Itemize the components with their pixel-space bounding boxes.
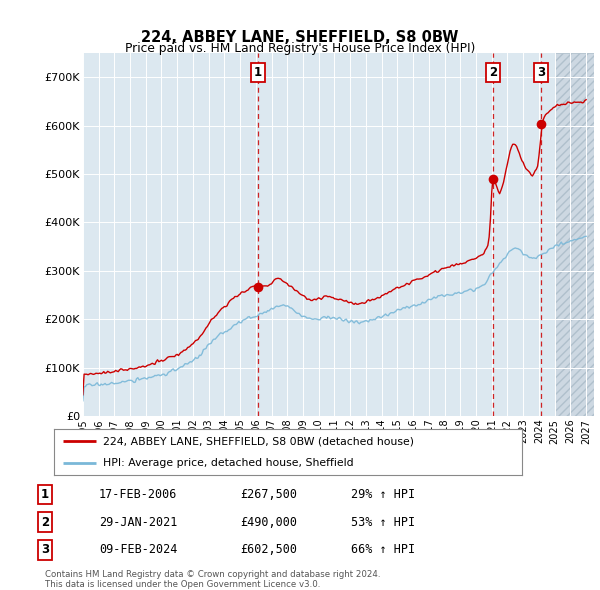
Bar [554,53,594,416]
Text: 2: 2 [489,66,497,79]
Text: 09-FEB-2024: 09-FEB-2024 [99,543,178,556]
Text: This data is licensed under the Open Government Licence v3.0.: This data is licensed under the Open Gov… [45,579,320,589]
Text: 66% ↑ HPI: 66% ↑ HPI [351,543,415,556]
Text: Price paid vs. HM Land Registry's House Price Index (HPI): Price paid vs. HM Land Registry's House … [125,42,475,55]
Text: 224, ABBEY LANE, SHEFFIELD, S8 0BW: 224, ABBEY LANE, SHEFFIELD, S8 0BW [142,30,458,45]
Text: 3: 3 [537,66,545,79]
Text: £490,000: £490,000 [240,516,297,529]
Text: 224, ABBEY LANE, SHEFFIELD, S8 0BW (detached house): 224, ABBEY LANE, SHEFFIELD, S8 0BW (deta… [103,437,414,447]
Text: 2: 2 [41,516,49,529]
Text: Contains HM Land Registry data © Crown copyright and database right 2024.: Contains HM Land Registry data © Crown c… [45,570,380,579]
Text: 29% ↑ HPI: 29% ↑ HPI [351,488,415,501]
Text: £602,500: £602,500 [240,543,297,556]
Bar [554,53,594,416]
Text: £267,500: £267,500 [240,488,297,501]
Text: 3: 3 [41,543,49,556]
Text: 17-FEB-2006: 17-FEB-2006 [99,488,178,501]
Text: 29-JAN-2021: 29-JAN-2021 [99,516,178,529]
Text: 53% ↑ HPI: 53% ↑ HPI [351,516,415,529]
Text: 1: 1 [254,66,262,79]
Text: 1: 1 [41,488,49,501]
Text: HPI: Average price, detached house, Sheffield: HPI: Average price, detached house, Shef… [103,457,354,467]
